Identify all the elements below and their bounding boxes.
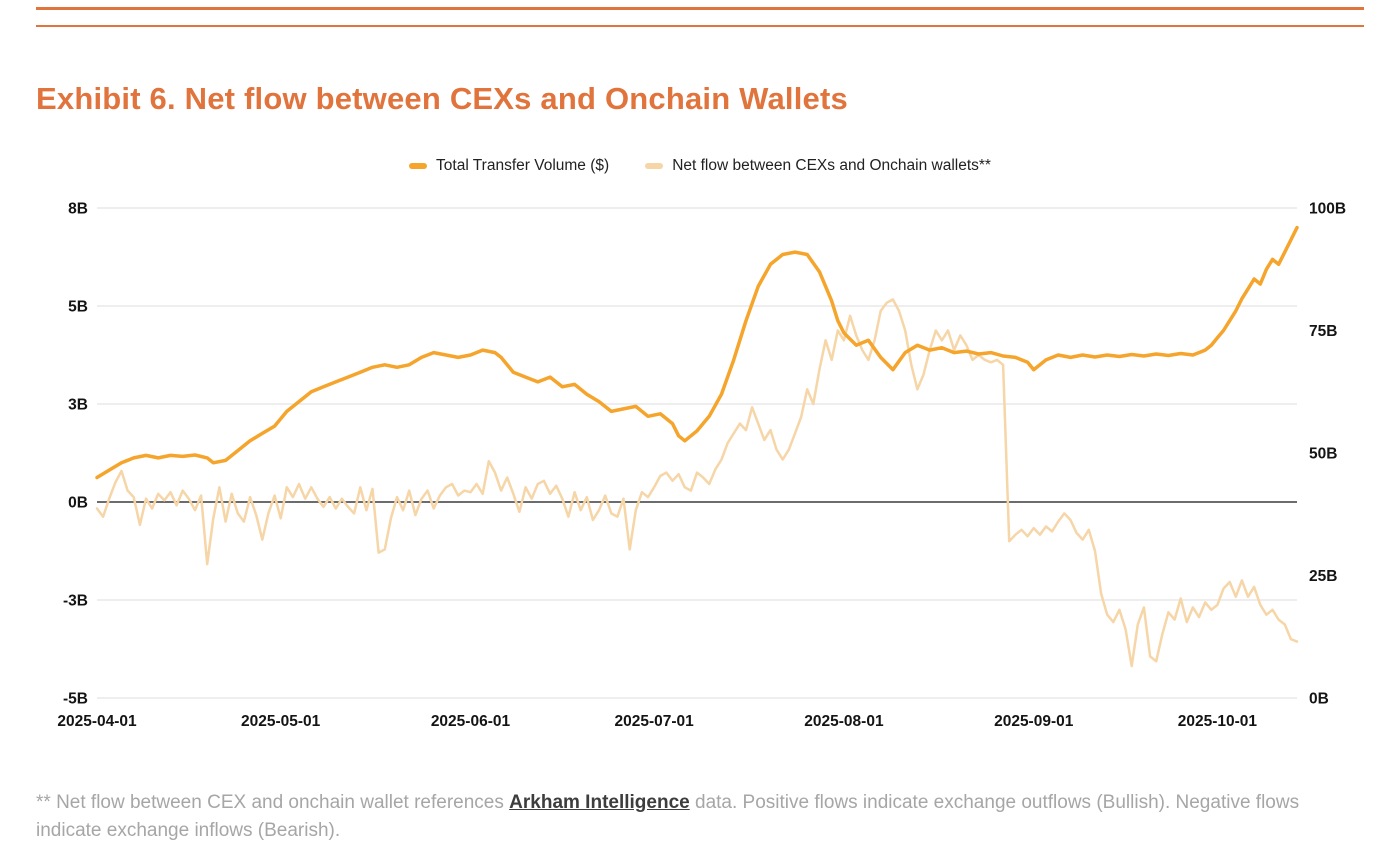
chart-canvas: 8B 5B 3B 0B -3B -5B 100B 75B 50B 25B 0B 2025-04-01 2… [57,201,1346,731]
x-axis-tick-label: 2025-04-01 [57,713,137,730]
arkham-intelligence-link[interactable]: Arkham Intelligence [509,792,690,813]
series-net-flow-cex-onchain [95,298,1299,668]
legend-label-net-flow: Net flow between CEXs and Onchain wallet… [672,157,991,174]
page-title: Exhibit 6. Net flow between CEXs and Onc… [36,80,848,116]
series-total-transfer-volume [95,225,1299,480]
left-axis-tick-label: -5B [63,691,88,708]
right-axis-tick-label: 100B [1309,201,1346,218]
x-axis-tick-label: 2025-09-01 [994,713,1074,730]
top-rule-primary [36,7,1364,10]
top-rule-secondary [36,25,1364,27]
chart-footnote: ** Net flow between CEX and onchain wall… [36,789,1360,844]
legend-item-total-transfer-volume: Total Transfer Volume ($) [409,157,609,175]
footnote-text-after: data. Positive flows indicate exchange o… [36,792,1300,841]
right-axis-tick-label: 0B [1309,691,1329,708]
left-axis-tick-label: 3B [68,397,88,414]
legend-swatch-net-flow-icon [645,163,664,169]
x-axis-tick-label: 2025-08-01 [804,713,884,730]
x-axis-tick-label: 2025-10-01 [1178,713,1258,730]
right-axis-tick-label: 75B [1309,323,1337,340]
x-axis-tick-label: 2025-06-01 [431,713,511,730]
left-axis-tick-label: 0B [68,495,88,512]
legend-label-total-transfer-volume: Total Transfer Volume ($) [436,157,610,174]
left-axis-tick-label: 5B [68,299,88,316]
right-axis-tick-label: 50B [1309,446,1337,463]
left-axis-tick-label: -3B [63,593,88,610]
right-axis-tick-label: 25B [1309,568,1337,585]
left-axis-tick-label: 8B [68,201,88,218]
legend-swatch-total-transfer-volume-icon [409,163,428,169]
footnote-text-before: ** Net flow between CEX and onchain wall… [36,792,510,813]
legend-item-net-flow: Net flow between CEXs and Onchain wallet… [645,157,991,175]
chart-legend: Total Transfer Volume ($) Net flow betwe… [0,157,1400,175]
x-axis-tick-label: 2025-05-01 [241,713,321,730]
x-axis-tick-label: 2025-07-01 [614,713,694,730]
